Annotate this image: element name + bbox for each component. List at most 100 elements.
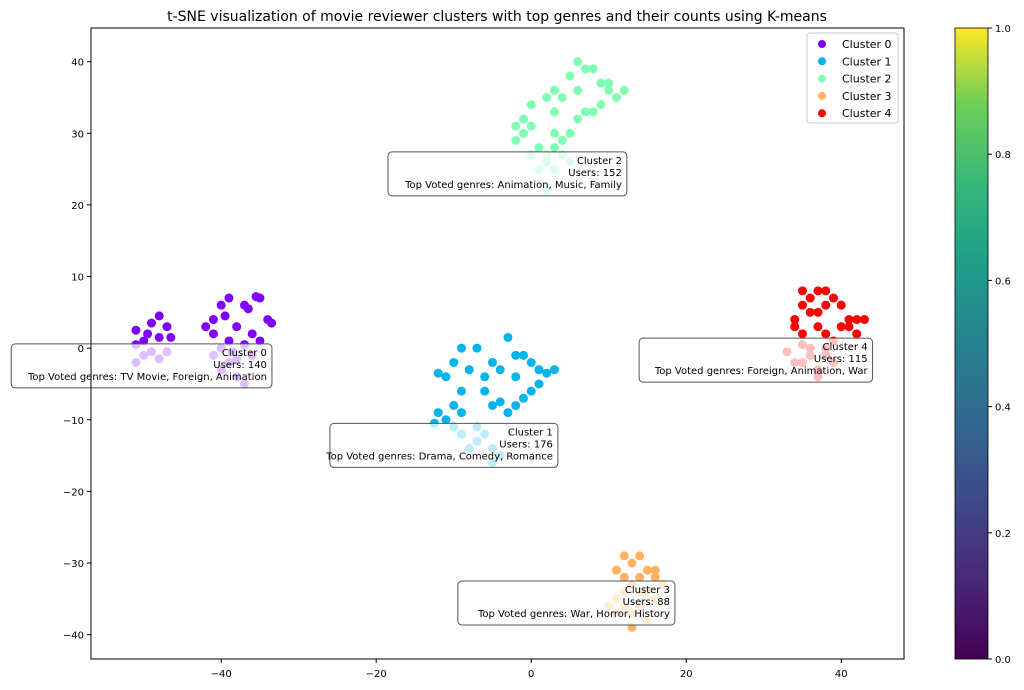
point-cluster-4 xyxy=(790,322,800,332)
point-cluster-4 xyxy=(797,329,807,339)
legend-marker xyxy=(818,40,826,48)
y-tick-label: −40 xyxy=(63,631,84,642)
point-cluster-4 xyxy=(813,286,823,296)
point-cluster-1 xyxy=(511,372,521,382)
point-cluster-2 xyxy=(588,107,598,117)
point-cluster-1 xyxy=(464,365,474,375)
legend-label: Cluster 1 xyxy=(842,55,892,68)
point-cluster-2 xyxy=(596,78,606,88)
point-cluster-0 xyxy=(220,311,230,321)
annotation-line: Top Voted genres: Animation, Music, Fami… xyxy=(404,180,622,191)
point-cluster-0 xyxy=(216,300,226,310)
annotation-line: Users: 140 xyxy=(213,360,267,371)
point-cluster-1 xyxy=(495,397,505,407)
legend-marker xyxy=(818,74,826,83)
point-cluster-2 xyxy=(518,128,528,138)
colorbar-tick-label: 1.0 xyxy=(995,24,1011,35)
point-cluster-2 xyxy=(619,85,629,95)
point-cluster-1 xyxy=(480,372,490,382)
point-cluster-2 xyxy=(511,135,521,145)
point-cluster-4 xyxy=(805,307,815,317)
point-cluster-3 xyxy=(650,572,660,582)
colorbar-axis: 0.0 0.2 0.4 0.6 0.8 1.0 xyxy=(988,24,1011,666)
point-cluster-2 xyxy=(518,114,528,124)
point-cluster-0 xyxy=(243,304,253,314)
point-cluster-4 xyxy=(828,293,838,303)
annotation-line: Users: 88 xyxy=(623,597,670,608)
point-cluster-2 xyxy=(549,128,559,138)
point-cluster-4 xyxy=(790,315,800,325)
point-cluster-2 xyxy=(542,92,552,102)
annotation-line: Users: 115 xyxy=(814,354,868,365)
point-cluster-1 xyxy=(503,332,513,342)
point-cluster-3 xyxy=(635,572,645,582)
point-cluster-1 xyxy=(518,350,528,360)
point-cluster-1 xyxy=(449,400,459,410)
annotation-line: Users: 152 xyxy=(568,168,622,179)
annotation-line: Top Voted genres: Foreign, Animation, Wa… xyxy=(654,366,869,377)
legend-label: Cluster 3 xyxy=(842,90,892,103)
point-cluster-1 xyxy=(526,386,536,396)
point-cluster-0 xyxy=(251,292,261,302)
point-cluster-0 xyxy=(208,315,218,325)
colorbar-tick-label: 0.4 xyxy=(995,403,1011,414)
point-cluster-3 xyxy=(642,565,652,575)
x-axis: −40 −20 0 20 40 xyxy=(211,659,848,680)
point-cluster-4 xyxy=(836,300,846,310)
point-cluster-2 xyxy=(511,121,521,131)
annotation-line: Cluster 4 xyxy=(823,342,868,353)
point-cluster-1 xyxy=(542,368,552,378)
point-cluster-3 xyxy=(619,572,629,582)
point-cluster-1 xyxy=(433,368,443,378)
point-cluster-2 xyxy=(557,135,567,145)
point-cluster-3 xyxy=(611,565,621,575)
point-cluster-0 xyxy=(232,322,242,332)
point-cluster-4 xyxy=(844,315,854,325)
point-cluster-2 xyxy=(588,64,598,74)
legend-label: Cluster 2 xyxy=(842,73,892,86)
point-cluster-0 xyxy=(143,329,153,339)
point-cluster-2 xyxy=(557,92,567,102)
point-cluster-2 xyxy=(580,107,590,117)
legend-label: Cluster 0 xyxy=(842,38,892,51)
point-cluster-1 xyxy=(456,408,466,418)
point-cluster-1 xyxy=(518,393,528,403)
point-cluster-4 xyxy=(836,322,846,332)
y-tick-label: −10 xyxy=(63,416,84,427)
point-cluster-2 xyxy=(596,100,606,110)
point-cluster-2 xyxy=(526,121,536,131)
x-tick-label: −40 xyxy=(211,669,232,680)
point-cluster-2 xyxy=(526,100,536,110)
annotation-line: Top Voted genres: War, Horror, History xyxy=(477,609,670,620)
colorbar xyxy=(954,27,989,660)
point-cluster-1 xyxy=(487,400,497,410)
y-tick-label: 10 xyxy=(71,273,84,284)
point-cluster-1 xyxy=(441,415,451,425)
point-cluster-1 xyxy=(449,357,459,367)
y-tick-label: 20 xyxy=(71,201,84,212)
y-axis: −40 −30 −20 −10 0 10 20 30 40 xyxy=(63,58,91,642)
x-tick-label: −20 xyxy=(366,669,387,680)
point-cluster-0 xyxy=(224,336,234,346)
y-tick-label: −30 xyxy=(63,559,84,570)
y-tick-label: 30 xyxy=(71,129,84,140)
legend-label: Cluster 4 xyxy=(842,107,892,120)
point-cluster-0 xyxy=(247,329,257,339)
chart-title: t-SNE visualization of movie reviewer cl… xyxy=(167,9,827,25)
point-cluster-0 xyxy=(139,336,149,346)
point-cluster-4 xyxy=(859,315,869,325)
point-cluster-2 xyxy=(534,143,544,153)
annotation-line: Users: 176 xyxy=(499,439,553,450)
plot-frame xyxy=(90,27,905,660)
annotation-box xyxy=(457,580,676,626)
point-cluster-4 xyxy=(813,307,823,317)
point-cluster-0 xyxy=(131,325,141,335)
point-cluster-1 xyxy=(456,343,466,353)
annotation-box xyxy=(638,337,874,383)
point-cluster-3 xyxy=(627,558,637,568)
